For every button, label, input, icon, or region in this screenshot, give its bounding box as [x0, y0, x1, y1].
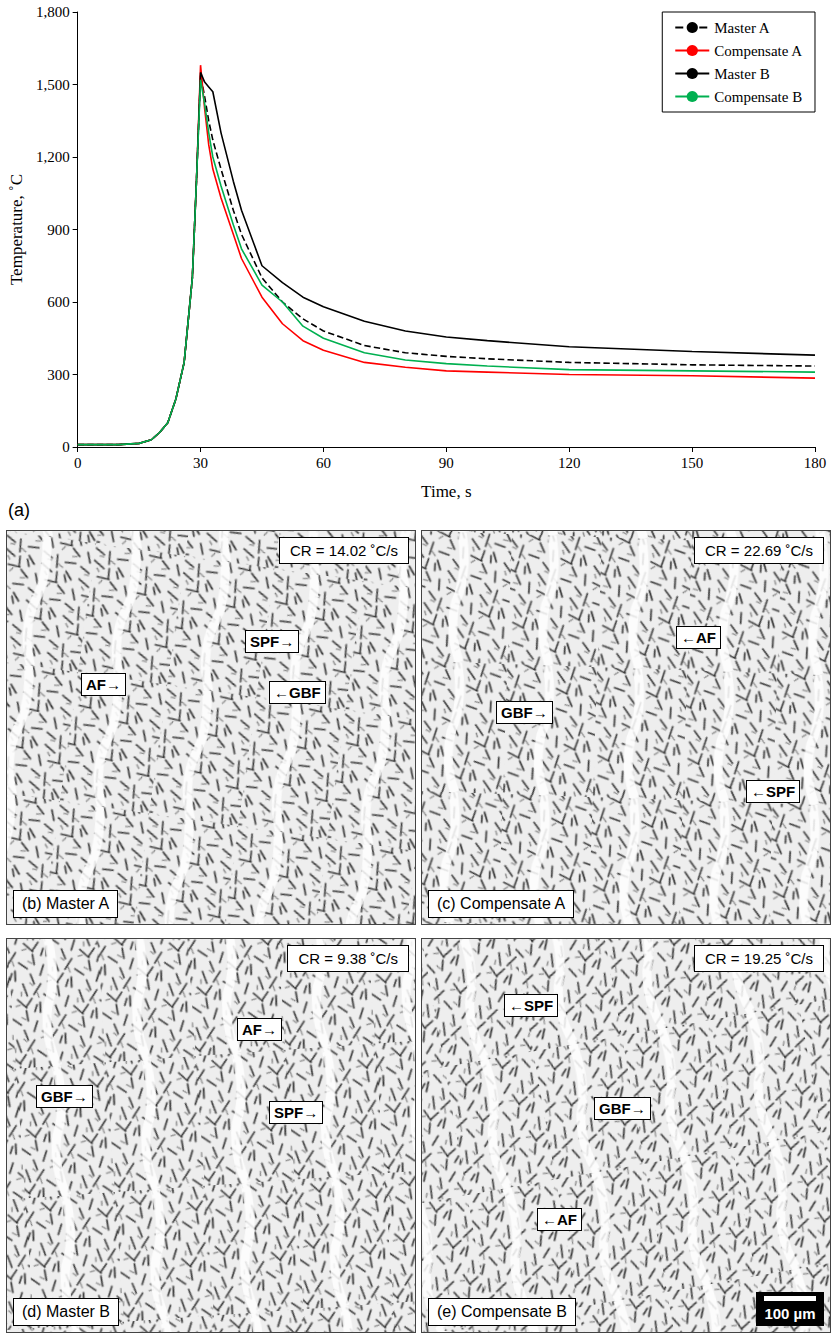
svg-text:0: 0: [62, 439, 70, 455]
html-text:(e) Compensate B: (e) Compensate B: [437, 1303, 567, 1320]
svg-text:180: 180: [804, 455, 827, 471]
svg-text:Compensate A: Compensate A: [714, 43, 802, 59]
svg-text:90: 90: [439, 455, 454, 471]
html-text:←AF: ←AF: [542, 1211, 577, 1228]
svg-text:900: 900: [47, 222, 70, 238]
svg-text:Master B: Master B: [714, 66, 769, 82]
html-text:←SPF: ←SPF: [751, 783, 796, 800]
svg-text:30: 30: [193, 455, 208, 471]
svg-text:60: 60: [316, 455, 331, 471]
html-text:(d) Master B: (d) Master B: [22, 1303, 110, 1320]
html-text:←AF: ←AF: [681, 629, 716, 646]
html-text:GBF→: GBF→: [501, 704, 548, 721]
html-text:(b) Master A: (b) Master A: [22, 895, 110, 912]
svg-text:Compensate B: Compensate B: [714, 89, 802, 105]
html-text:GBF→: GBF→: [599, 1100, 646, 1117]
html-text:CR = 22.69 ˚C/s: CR = 22.69 ˚C/s: [705, 542, 813, 559]
svg-text:1,800: 1,800: [36, 4, 70, 20]
html-text:AF→: AF→: [86, 676, 121, 693]
html-text:←SPF: ←SPF: [509, 997, 554, 1014]
svg-text:0: 0: [74, 455, 82, 471]
svg-text:Time, s: Time, s: [421, 482, 471, 501]
svg-text:Master A: Master A: [714, 20, 770, 36]
svg-text:1,200: 1,200: [36, 149, 70, 165]
html-text:100 µm: 100 µm: [764, 1305, 816, 1322]
svg-text:120: 120: [558, 455, 581, 471]
html-text:(c) Compensate A: (c) Compensate A: [437, 895, 566, 912]
svg-text:Temperature, ˚C: Temperature, ˚C: [7, 174, 26, 285]
html-text:CR = 19.25 ˚C/s: CR = 19.25 ˚C/s: [705, 950, 813, 967]
html-text:AF→: AF→: [242, 1021, 277, 1038]
html-text:SPF→: SPF→: [274, 1104, 319, 1121]
html-text:←GBF: ←GBF: [274, 684, 321, 701]
svg-text:1,500: 1,500: [36, 77, 70, 93]
html-text:(a): (a): [8, 500, 30, 520]
html-text:CR = 9.38 ˚C/s: CR = 9.38 ˚C/s: [298, 950, 398, 967]
svg-text:150: 150: [681, 455, 704, 471]
svg-text:600: 600: [47, 294, 70, 310]
html-text:GBF→: GBF→: [41, 1088, 88, 1105]
svg-text:300: 300: [47, 367, 70, 383]
html-text:SPF→: SPF→: [250, 633, 295, 650]
html-text:CR = 14.02 ˚C/s: CR = 14.02 ˚C/s: [290, 542, 398, 559]
